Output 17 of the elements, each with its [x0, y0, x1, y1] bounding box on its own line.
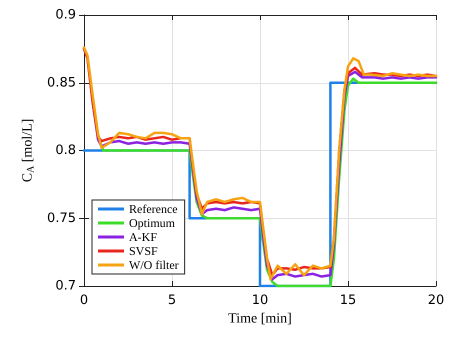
- x-tick-label: 5: [168, 293, 176, 308]
- legend-label: A-KF: [129, 230, 158, 244]
- y-axis-title: CA [mol/L]: [20, 118, 37, 182]
- y-tick-label: 0.85: [47, 75, 76, 90]
- legend-label: Optimum: [129, 216, 176, 230]
- y-tick-label: 0.7: [55, 278, 76, 294]
- legend-label: SVSF: [129, 244, 158, 258]
- y-tick-label: 0.8: [55, 143, 76, 158]
- legend-label: Reference: [129, 202, 178, 216]
- x-axis-title: Time [min]: [228, 311, 292, 326]
- x-tick-label: 0: [80, 293, 88, 308]
- x-tick-label: 20: [428, 293, 444, 308]
- x-tick-label: 10: [252, 293, 268, 308]
- y-tick-label: 0.9: [55, 8, 76, 22]
- y-tick-label: 0.75: [47, 210, 76, 226]
- legend-label: W/O filter: [129, 258, 179, 272]
- x-tick-label: 15: [340, 293, 356, 308]
